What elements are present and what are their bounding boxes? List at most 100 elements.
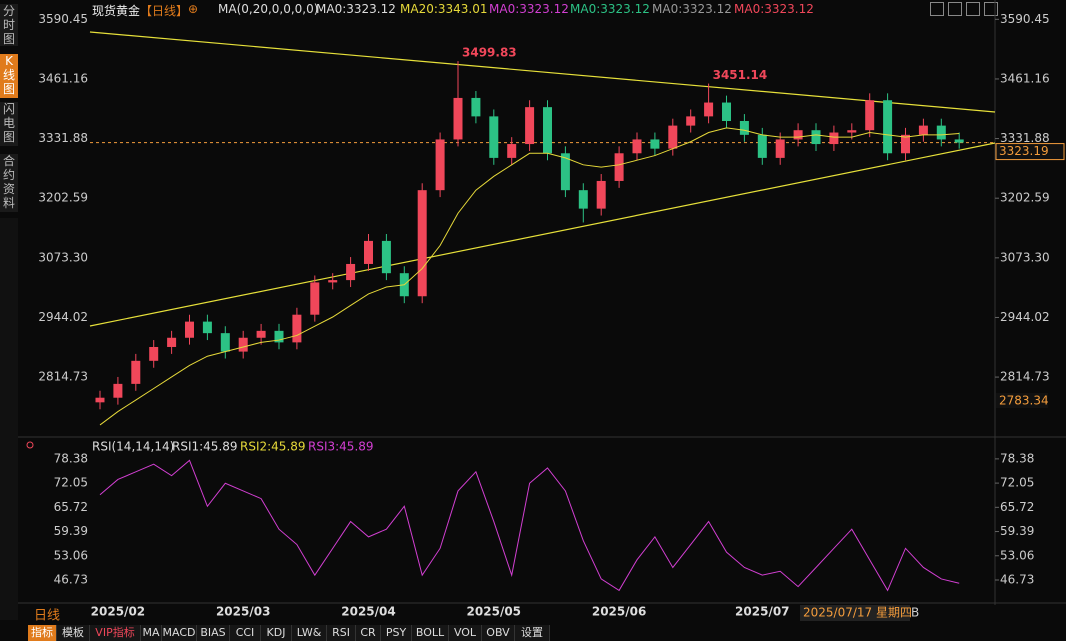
candle-body [918, 125, 928, 135]
candle-body [489, 116, 499, 158]
toolbar-button[interactable]: KDJ [261, 625, 292, 641]
y-tick-label: 2944.02 [38, 310, 88, 324]
control-button[interactable] [948, 2, 962, 16]
candle-body [310, 282, 320, 315]
control-button[interactable] [966, 2, 980, 16]
tab-contract[interactable]: 合约资料 [0, 154, 18, 212]
y-tick-label: 65.72 [1000, 500, 1034, 514]
trend-line [89, 31, 996, 113]
y-tick-label: 3073.30 [1000, 250, 1050, 264]
y-tick-label: 3331.88 [1000, 131, 1050, 145]
ma-value: MA20:3343.01 [400, 2, 488, 16]
candle-body [901, 134, 910, 154]
period[interactable]: 【日线】 [140, 4, 189, 18]
toolbar-button[interactable]: 指标 [28, 625, 57, 641]
y-tick-label: 3331.88 [38, 131, 88, 145]
candle-body [614, 153, 624, 181]
y-tick-label: 46.73 [54, 572, 88, 586]
x-tick-label: 2025/03 [216, 605, 270, 619]
tab-kline[interactable]: K线图 [0, 54, 18, 98]
y-tick-label: 78.38 [54, 451, 88, 465]
y-tick-label: 3461.16 [38, 71, 88, 85]
toolbar-button[interactable]: BIAS [197, 625, 230, 641]
candle-body [167, 337, 177, 347]
rsi-line [99, 459, 960, 592]
candle-body [131, 360, 141, 384]
y-tick-label: 3202.59 [1000, 191, 1050, 205]
y-tick-label: 2944.02 [1000, 310, 1050, 324]
y-tick-label: 59.39 [1000, 524, 1034, 538]
ma-value: MA0:3323.12 [652, 2, 732, 16]
symbol: 现货黄金 [92, 4, 141, 18]
toolbar-button[interactable]: 设置 [515, 625, 550, 641]
toolbar-button[interactable]: CCI [230, 625, 261, 641]
y-tick-label: 72.05 [54, 476, 88, 490]
y-tick-label: 3590.45 [38, 12, 88, 26]
candle-body [686, 116, 696, 126]
candle-body [543, 107, 552, 154]
candle-body [435, 139, 445, 191]
candle-body [507, 144, 517, 158]
toolbar-button[interactable]: CR [356, 625, 381, 641]
candle-body [471, 97, 481, 117]
toolbar-button[interactable]: BOLL [412, 625, 449, 641]
cursor-date-bg [800, 605, 910, 621]
candle-body [185, 321, 194, 338]
period-tab[interactable]: 日线 [34, 609, 60, 624]
rsi-marker [26, 441, 34, 449]
control-button[interactable] [930, 2, 944, 16]
y-tick-label: 3202.59 [38, 191, 88, 205]
last-price-label: 3323.19 [999, 144, 1049, 158]
toolbar-button[interactable]: MA [141, 625, 162, 641]
toolbar-button[interactable]: LW& [292, 625, 327, 641]
cursor-date: 2025/07/17 星期四 [803, 606, 912, 620]
rsi-value: RSI1:45.89 [172, 440, 238, 454]
candle-body [775, 139, 785, 158]
candle-body [883, 100, 893, 154]
y-tick-label: 78.38 [1000, 451, 1034, 465]
candle-body [417, 190, 427, 297]
toolbar-button[interactable]: VOL [449, 625, 482, 641]
y-tick-label: 2814.73 [1000, 370, 1050, 384]
toolbar-button[interactable]: VIP指标 [90, 625, 141, 641]
y-tick-label: 53.06 [54, 548, 88, 562]
toolbar-button[interactable]: PSY [381, 625, 412, 641]
tab-timeshare[interactable]: 分时图 [0, 4, 18, 46]
y-tick-label: 65.72 [54, 500, 88, 514]
y-tick-label: 59.39 [54, 524, 88, 538]
candle-body [95, 397, 105, 403]
candle-body [256, 330, 266, 338]
x-tick-label: 2025/04 [341, 605, 395, 619]
y-tick-label: 53.06 [1000, 548, 1034, 562]
y-tick-label: 46.73 [1000, 572, 1034, 586]
y-tick-label: 3590.45 [1000, 12, 1050, 26]
y-tick-label: 3461.16 [1000, 71, 1050, 85]
candle-body [722, 102, 731, 121]
candle-body [668, 125, 678, 149]
control-button[interactable] [984, 2, 998, 16]
x-tick-label: 2025/02 [91, 605, 145, 619]
toolbar-button[interactable]: RSI [327, 625, 356, 641]
candle-body [757, 134, 767, 158]
candle-body [704, 102, 714, 117]
last-price-box [995, 143, 1065, 161]
toolbar-button[interactable]: MACD [162, 625, 197, 641]
toolbar-button[interactable]: 模板 [57, 625, 90, 641]
candle-body [381, 240, 391, 274]
low-label: 2783.34 [999, 394, 1049, 408]
tab-flash[interactable]: 闪电图 [0, 102, 18, 146]
candle-body [525, 107, 535, 145]
ma-value: MA0:3323.12 [570, 2, 650, 16]
toolbar-button[interactable]: OBV [482, 625, 515, 641]
candle-body [346, 263, 356, 281]
rsi-value: RSI2:45.89 [240, 440, 306, 454]
candle-body [954, 139, 964, 143]
low-label-bg [996, 393, 1048, 408]
candle-body [811, 130, 821, 145]
candle-body [596, 180, 606, 209]
rsi-value: RSI3:45.89 [308, 440, 374, 454]
add-indicator[interactable]: ⊕ [188, 2, 199, 16]
candle-body [202, 321, 212, 334]
candle-body [739, 120, 749, 135]
